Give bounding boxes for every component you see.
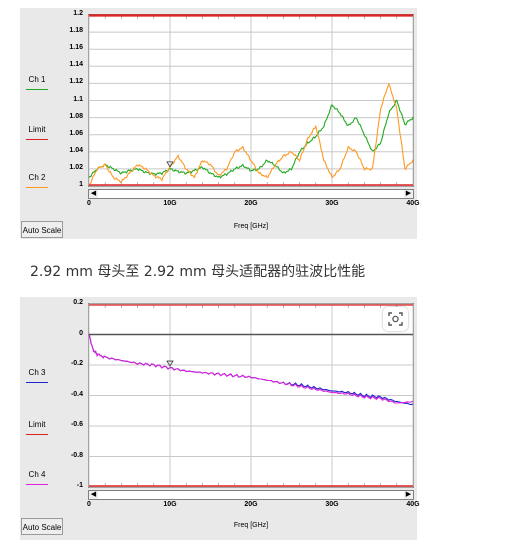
vswr-panel: Ch 1 Limit Ch 2 Auto Scale ◀ ▶ Freq [GHz… <box>20 8 420 239</box>
x-tick-label: 10G <box>163 501 177 508</box>
scroll-right-icon[interactable]: ▶ <box>404 491 413 499</box>
horizontal-scrollbar[interactable]: ◀ ▶ <box>88 490 414 500</box>
chart-svg-1 <box>88 14 414 187</box>
caption: 2.92 mm 母头至 2.92 mm 母头适配器的驻波比性能 <box>30 264 366 280</box>
return-loss-panel: Ch 3 Limit Ch 4 Auto Scale ◀ ▶ Freq [GHz… <box>20 297 420 540</box>
legend-ch4-line <box>26 484 48 485</box>
x-tick-label: 0 <box>87 501 91 508</box>
y-tick-label: -0.4 <box>70 390 83 398</box>
y-tick-label: 1.08 <box>69 112 83 120</box>
auto-scale-button[interactable]: Auto Scale <box>21 518 63 535</box>
series-line-ch-2 <box>88 82 414 187</box>
legend-ch2-line <box>26 187 48 188</box>
y-tick-label: -0.2 <box>70 360 83 367</box>
x-tick-label: 40G <box>406 501 420 508</box>
legend-ch1-label: Ch 1 <box>28 75 46 84</box>
horizontal-scrollbar[interactable]: ◀ ▶ <box>88 189 414 199</box>
scroll-left-icon[interactable]: ◀ <box>89 491 98 499</box>
marker-icon <box>166 360 174 367</box>
series-line-ch-4 <box>88 334 414 404</box>
legend-ch2-label: Ch 2 <box>28 173 46 182</box>
legend-limit-line <box>26 139 48 140</box>
x-axis-label: Freq [GHz] <box>233 522 269 529</box>
y-tick-label: 1.14 <box>69 61 83 69</box>
legend-ch3-label: Ch 3 <box>28 368 46 377</box>
y-tick-label: -0.8 <box>70 451 83 459</box>
auto-scale-button[interactable]: Auto Scale <box>21 221 63 238</box>
y-tick-label: 1.2 <box>73 10 83 17</box>
y-tick-label: 0 <box>79 329 83 337</box>
y-tick-label: 1.18 <box>69 27 83 35</box>
y-tick-label: -1 <box>76 482 83 489</box>
y-tick-label: 1.12 <box>69 78 83 86</box>
y-tick-label: 1.06 <box>69 129 83 137</box>
legend-ch4-label: Ch 4 <box>28 470 46 479</box>
scroll-left-icon[interactable]: ◀ <box>89 190 98 198</box>
chart-svg-2 <box>88 303 414 488</box>
x-tick-label: 20G <box>244 200 258 207</box>
x-axis-label: Freq [GHz] <box>233 223 269 230</box>
scroll-right-icon[interactable]: ▶ <box>404 190 413 198</box>
x-tick-label: 30G <box>325 501 339 508</box>
marker-icon <box>166 161 174 168</box>
scan-icon[interactable] <box>383 307 408 331</box>
legend-ch1-line <box>26 89 48 90</box>
x-tick-label: 40G <box>406 200 420 207</box>
y-tick-label: 0.2 <box>73 299 83 306</box>
legend-limit-label: Limit <box>28 420 46 429</box>
legend-limit-label: Limit <box>28 125 46 134</box>
y-tick-label: 1.02 <box>69 163 83 171</box>
y-tick-label: 1.16 <box>69 44 83 52</box>
y-tick-label: 1.1 <box>73 95 83 103</box>
y-tick-label: -0.6 <box>70 421 83 428</box>
x-tick-label: 10G <box>163 200 177 207</box>
x-tick-label: 30G <box>325 200 339 207</box>
x-tick-label: 0 <box>87 200 91 207</box>
series-line-ch-1 <box>88 99 414 179</box>
legend-ch3-line <box>26 382 48 383</box>
y-tick-label: 1 <box>79 181 83 188</box>
x-tick-label: 20G <box>244 501 258 508</box>
y-tick-label: 1.04 <box>69 146 83 154</box>
legend-limit-line <box>26 434 48 435</box>
